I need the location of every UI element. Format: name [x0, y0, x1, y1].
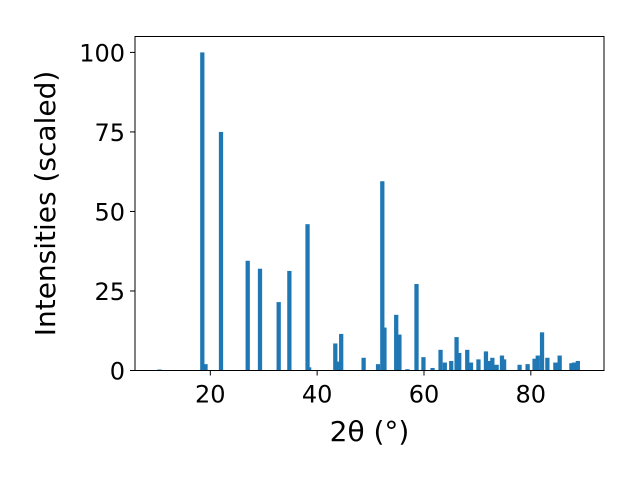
bar [307, 367, 312, 371]
bar [449, 360, 454, 371]
bar [490, 357, 495, 371]
bars-group [157, 52, 580, 371]
x-axis-title: 2θ (°) [330, 415, 410, 448]
bar [421, 357, 426, 371]
bar [535, 355, 540, 371]
bar [276, 302, 281, 371]
bar [203, 364, 208, 371]
bar [468, 362, 474, 371]
bar [525, 364, 530, 371]
x-axis-ticks: 20 40 60 80 [195, 370, 547, 409]
bar [375, 364, 381, 371]
bar [442, 362, 447, 371]
bar [414, 283, 419, 371]
bar [454, 337, 459, 371]
bar [287, 270, 292, 371]
bar [218, 131, 224, 371]
bar [575, 360, 580, 371]
x-tick-label: 40 [302, 381, 333, 409]
y-tick-label: 75 [94, 119, 125, 147]
bar [501, 359, 507, 371]
bar [405, 369, 410, 371]
bar [494, 364, 499, 371]
y-tick-label: 50 [94, 198, 125, 226]
bar [465, 349, 470, 371]
bar [257, 268, 263, 371]
bar [305, 224, 310, 371]
bar [545, 357, 550, 371]
x-tick-label: 60 [409, 381, 440, 409]
bar [394, 314, 399, 371]
y-tick-label: 0 [110, 358, 125, 386]
y-tick-label: 100 [79, 39, 125, 67]
bar [339, 333, 344, 371]
bar [539, 332, 545, 371]
bar [483, 351, 489, 371]
y-tick-label: 25 [94, 278, 125, 306]
y-axis-title: Intensities (scaled) [29, 71, 62, 337]
bar [486, 360, 491, 371]
bar [430, 367, 435, 371]
bar [397, 334, 402, 371]
bar [438, 349, 443, 371]
bar [200, 52, 205, 371]
bar [569, 363, 574, 371]
bar [457, 353, 462, 371]
bar [333, 343, 338, 371]
bar [335, 361, 340, 371]
bar [361, 357, 366, 371]
bar [532, 358, 537, 371]
bar [557, 355, 562, 371]
x-tick-label: 80 [516, 381, 547, 409]
bar [571, 362, 577, 371]
y-axis-ticks: 0 25 50 75 100 [79, 39, 135, 386]
x-tick-label: 20 [195, 381, 226, 409]
bar [553, 362, 558, 371]
plot-frame [134, 36, 605, 371]
bar [245, 260, 250, 371]
bar [380, 181, 385, 371]
bar [476, 359, 481, 371]
bar [382, 327, 387, 371]
bar [517, 364, 522, 371]
